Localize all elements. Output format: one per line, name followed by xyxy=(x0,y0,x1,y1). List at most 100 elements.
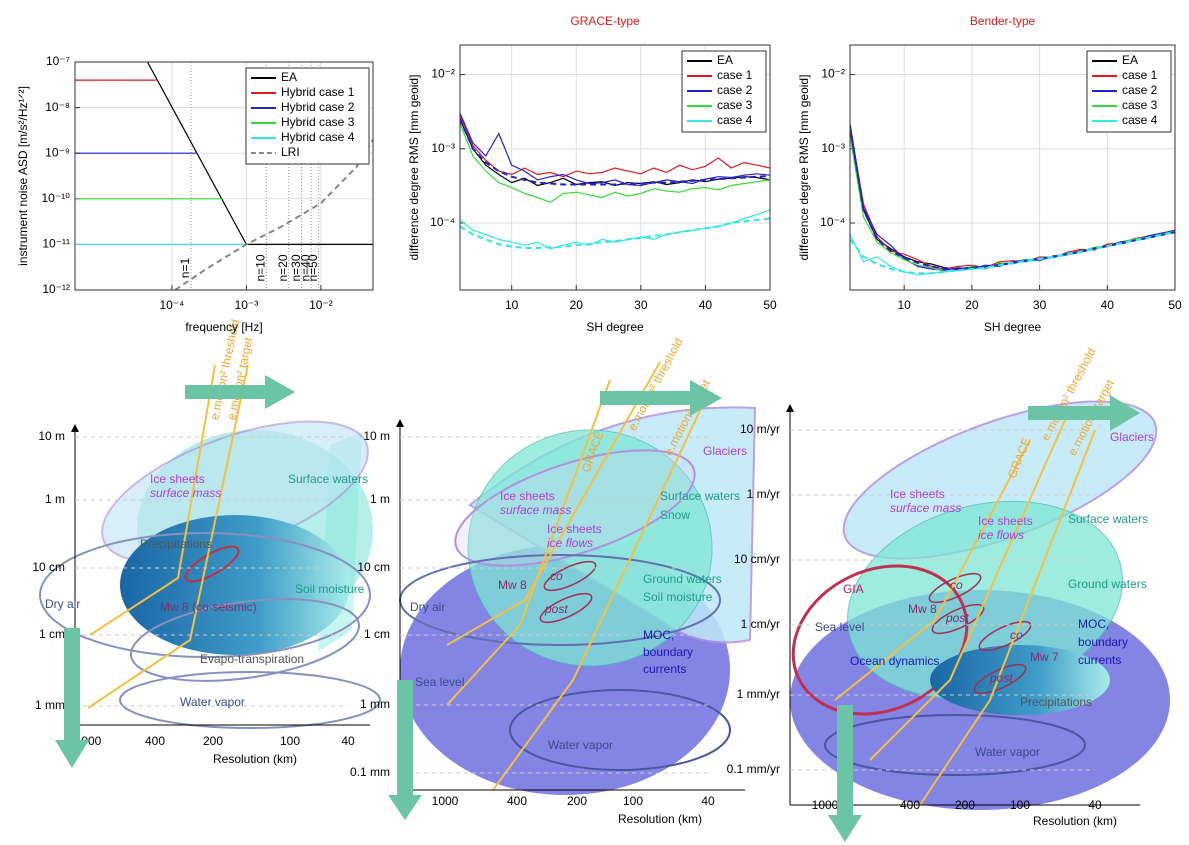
x-axis-label: 200 xyxy=(955,798,975,812)
legend-label: case 1 xyxy=(1122,68,1158,82)
diagram-label: Glaciers xyxy=(703,444,747,458)
diagram-label: Soil moisture xyxy=(643,590,713,604)
chart-title: GRACE-type xyxy=(570,14,640,28)
legend-label: case 2 xyxy=(1122,83,1158,97)
y-axis-label: 10 m xyxy=(38,429,65,443)
diagram-label: Dry air xyxy=(45,597,80,611)
x-axis-label: 400 xyxy=(145,734,165,748)
y-axis-label: 1 mm xyxy=(360,697,390,711)
x-tick-label: 50 xyxy=(1168,298,1182,312)
y-axis-label: 1 cm xyxy=(364,627,390,641)
x-axis-label: 400 xyxy=(507,794,527,808)
x-axis-title: Resolution (km) xyxy=(618,812,702,826)
x-axis-label: SH degree xyxy=(586,320,644,334)
x-tick-label: 10⁻⁴ xyxy=(160,298,185,312)
y-axis-label: 0.1 mm/yr xyxy=(727,762,780,776)
diagram-label: Ground waters xyxy=(1068,577,1147,591)
x-tick-label: 20 xyxy=(570,298,584,312)
arrows xyxy=(55,375,1140,842)
y-tick-label: 10⁻³ xyxy=(431,141,455,155)
plot-frame xyxy=(849,44,1176,291)
diagram-label: surface mass xyxy=(500,503,571,517)
y-axis-label: 1 m xyxy=(45,492,65,506)
diagram-label: Mw 7 xyxy=(1030,650,1059,664)
x-tick-label: 20 xyxy=(965,298,979,312)
diagram-label: Snow xyxy=(660,508,690,522)
y-axis-label: 10 cm/yr xyxy=(734,552,780,566)
y-axis-label: 1 mm/yr xyxy=(737,687,780,701)
diagram-label: ice flows xyxy=(547,536,593,550)
diagram-label: post xyxy=(989,671,1013,685)
x-axis-label: 1000 xyxy=(812,798,839,812)
y-tick-label: 10⁻⁴ xyxy=(430,215,455,229)
series-line xyxy=(460,113,770,187)
diagram-label: currents xyxy=(1078,653,1121,667)
y-axis-label: 10 cm xyxy=(32,560,65,574)
legend-label: Hybrid case 3 xyxy=(281,115,355,129)
y-axis-label: 1 m/yr xyxy=(747,487,780,501)
y-axis-label: 1 mm xyxy=(35,698,65,712)
x-axis-label: 100 xyxy=(1010,798,1030,812)
diagram-label: Water vapor xyxy=(180,695,245,709)
annotation: n=50 xyxy=(306,254,320,281)
series-line xyxy=(850,231,1175,275)
x-axis-label: SH degree xyxy=(984,320,1042,334)
x-tick-label: 40 xyxy=(1101,298,1115,312)
legend-label: EA xyxy=(717,53,733,67)
series-line xyxy=(174,138,373,290)
y-tick-label: 10⁻² xyxy=(431,67,455,81)
x-tick-label: 10 xyxy=(505,298,519,312)
x-axis-label: 200 xyxy=(567,794,587,808)
annotation: n=40 xyxy=(298,254,312,281)
legend-label: case 3 xyxy=(1122,98,1158,112)
diagram-label: boundary xyxy=(643,645,693,659)
diagram-label: Precipitations xyxy=(140,537,212,551)
legend-label: Hybrid case 1 xyxy=(281,85,355,99)
x-axis-label: 200 xyxy=(203,734,223,748)
y-tick-label: 10⁻¹² xyxy=(42,282,70,296)
y-axis-label: 1 cm xyxy=(39,627,65,641)
annotation: n=20 xyxy=(276,254,290,281)
diagram-label: Surface waters xyxy=(288,472,368,486)
legend-label: case 1 xyxy=(717,68,753,82)
legend-label: EA xyxy=(281,70,297,84)
y-axis-label: 1 cm/yr xyxy=(741,617,780,631)
diagram-label: boundary xyxy=(1078,635,1128,649)
legend-label: case 3 xyxy=(717,98,753,112)
x-axis-label: 40 xyxy=(341,734,355,748)
x-axis-label: 100 xyxy=(623,794,643,808)
x-axis-label: 40 xyxy=(701,794,715,808)
x-tick-label: 30 xyxy=(634,298,648,312)
diagram-label: currents xyxy=(643,662,686,676)
diagram-label: Surface waters xyxy=(660,489,740,503)
diagram-label: co xyxy=(1010,628,1023,642)
y-tick-label: 10⁻⁴ xyxy=(820,215,845,229)
x-axis-label: 1000 xyxy=(432,794,459,808)
diagram-label: GIA xyxy=(843,582,864,596)
annotation: n=30 xyxy=(289,254,303,281)
y-tick-label: 10⁻⁸ xyxy=(45,100,70,114)
y-tick-label: 10⁻¹⁰ xyxy=(42,191,71,205)
y-axis-label: 10 m/yr xyxy=(740,422,780,436)
x-axis-title: Resolution (km) xyxy=(213,752,297,766)
y-axis-label: difference degree RMS [mm geoid] xyxy=(797,75,811,261)
legend-label: EA xyxy=(1122,53,1138,67)
x-tick-label: 10⁻³ xyxy=(235,298,259,312)
legend-label: case 4 xyxy=(717,113,753,127)
legend-label: case 2 xyxy=(717,83,753,97)
diagram-label: co xyxy=(950,578,963,592)
chart-title: Bender-type xyxy=(970,14,1036,28)
diagram-label: Ice sheets xyxy=(890,487,945,501)
diagram-label: surface mass xyxy=(890,501,961,515)
y-tick-label: 10⁻² xyxy=(821,67,845,81)
legend-label: LRI xyxy=(281,145,300,159)
x-axis-label: 400 xyxy=(900,798,920,812)
y-tick-label: 10⁻⁷ xyxy=(46,54,70,68)
legend-label: Hybrid case 2 xyxy=(281,100,355,114)
x-axis-label: 100 xyxy=(280,734,300,748)
annotation: n=1 xyxy=(178,257,192,278)
diagram-label: MOC, xyxy=(1078,617,1109,631)
diagram-label: Precipitations xyxy=(1020,695,1092,709)
plot-frame xyxy=(74,61,374,291)
